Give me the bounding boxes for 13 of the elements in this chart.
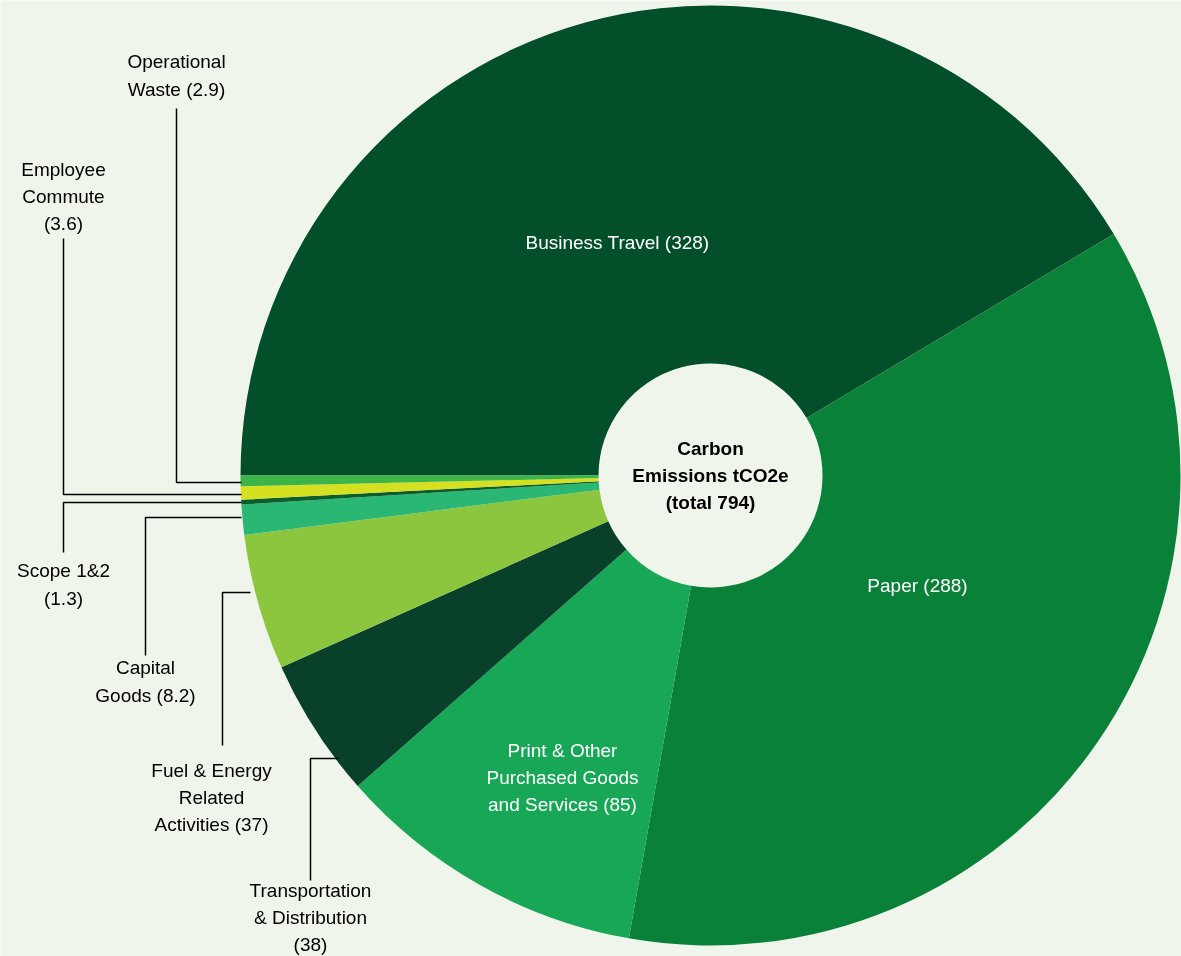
slice-label: Fuel & Energy Related Activities (37)	[151, 759, 273, 836]
slice-label: Transportation & Distribution	[249, 879, 372, 928]
slice-label: Print & Other Purchased Goods and Services (85)	[486, 739, 639, 816]
slice-label: Scope 1&2	[17, 560, 110, 582]
slice-label: Paper (288)	[867, 575, 968, 596]
slice-label: Employee Commute	[21, 158, 106, 207]
slice-label: Operational Waste (2.9)	[127, 51, 226, 100]
data-label: (38)	[293, 934, 328, 956]
text: Carbon Emissions tCO2e (total 794)	[632, 437, 789, 514]
data-label: (1.3)	[43, 587, 84, 609]
slice-label: Capital Goods (8.2)	[95, 657, 196, 706]
data-label: (3.6)	[43, 213, 84, 235]
slice-label: Business Travel (328)	[525, 232, 710, 253]
